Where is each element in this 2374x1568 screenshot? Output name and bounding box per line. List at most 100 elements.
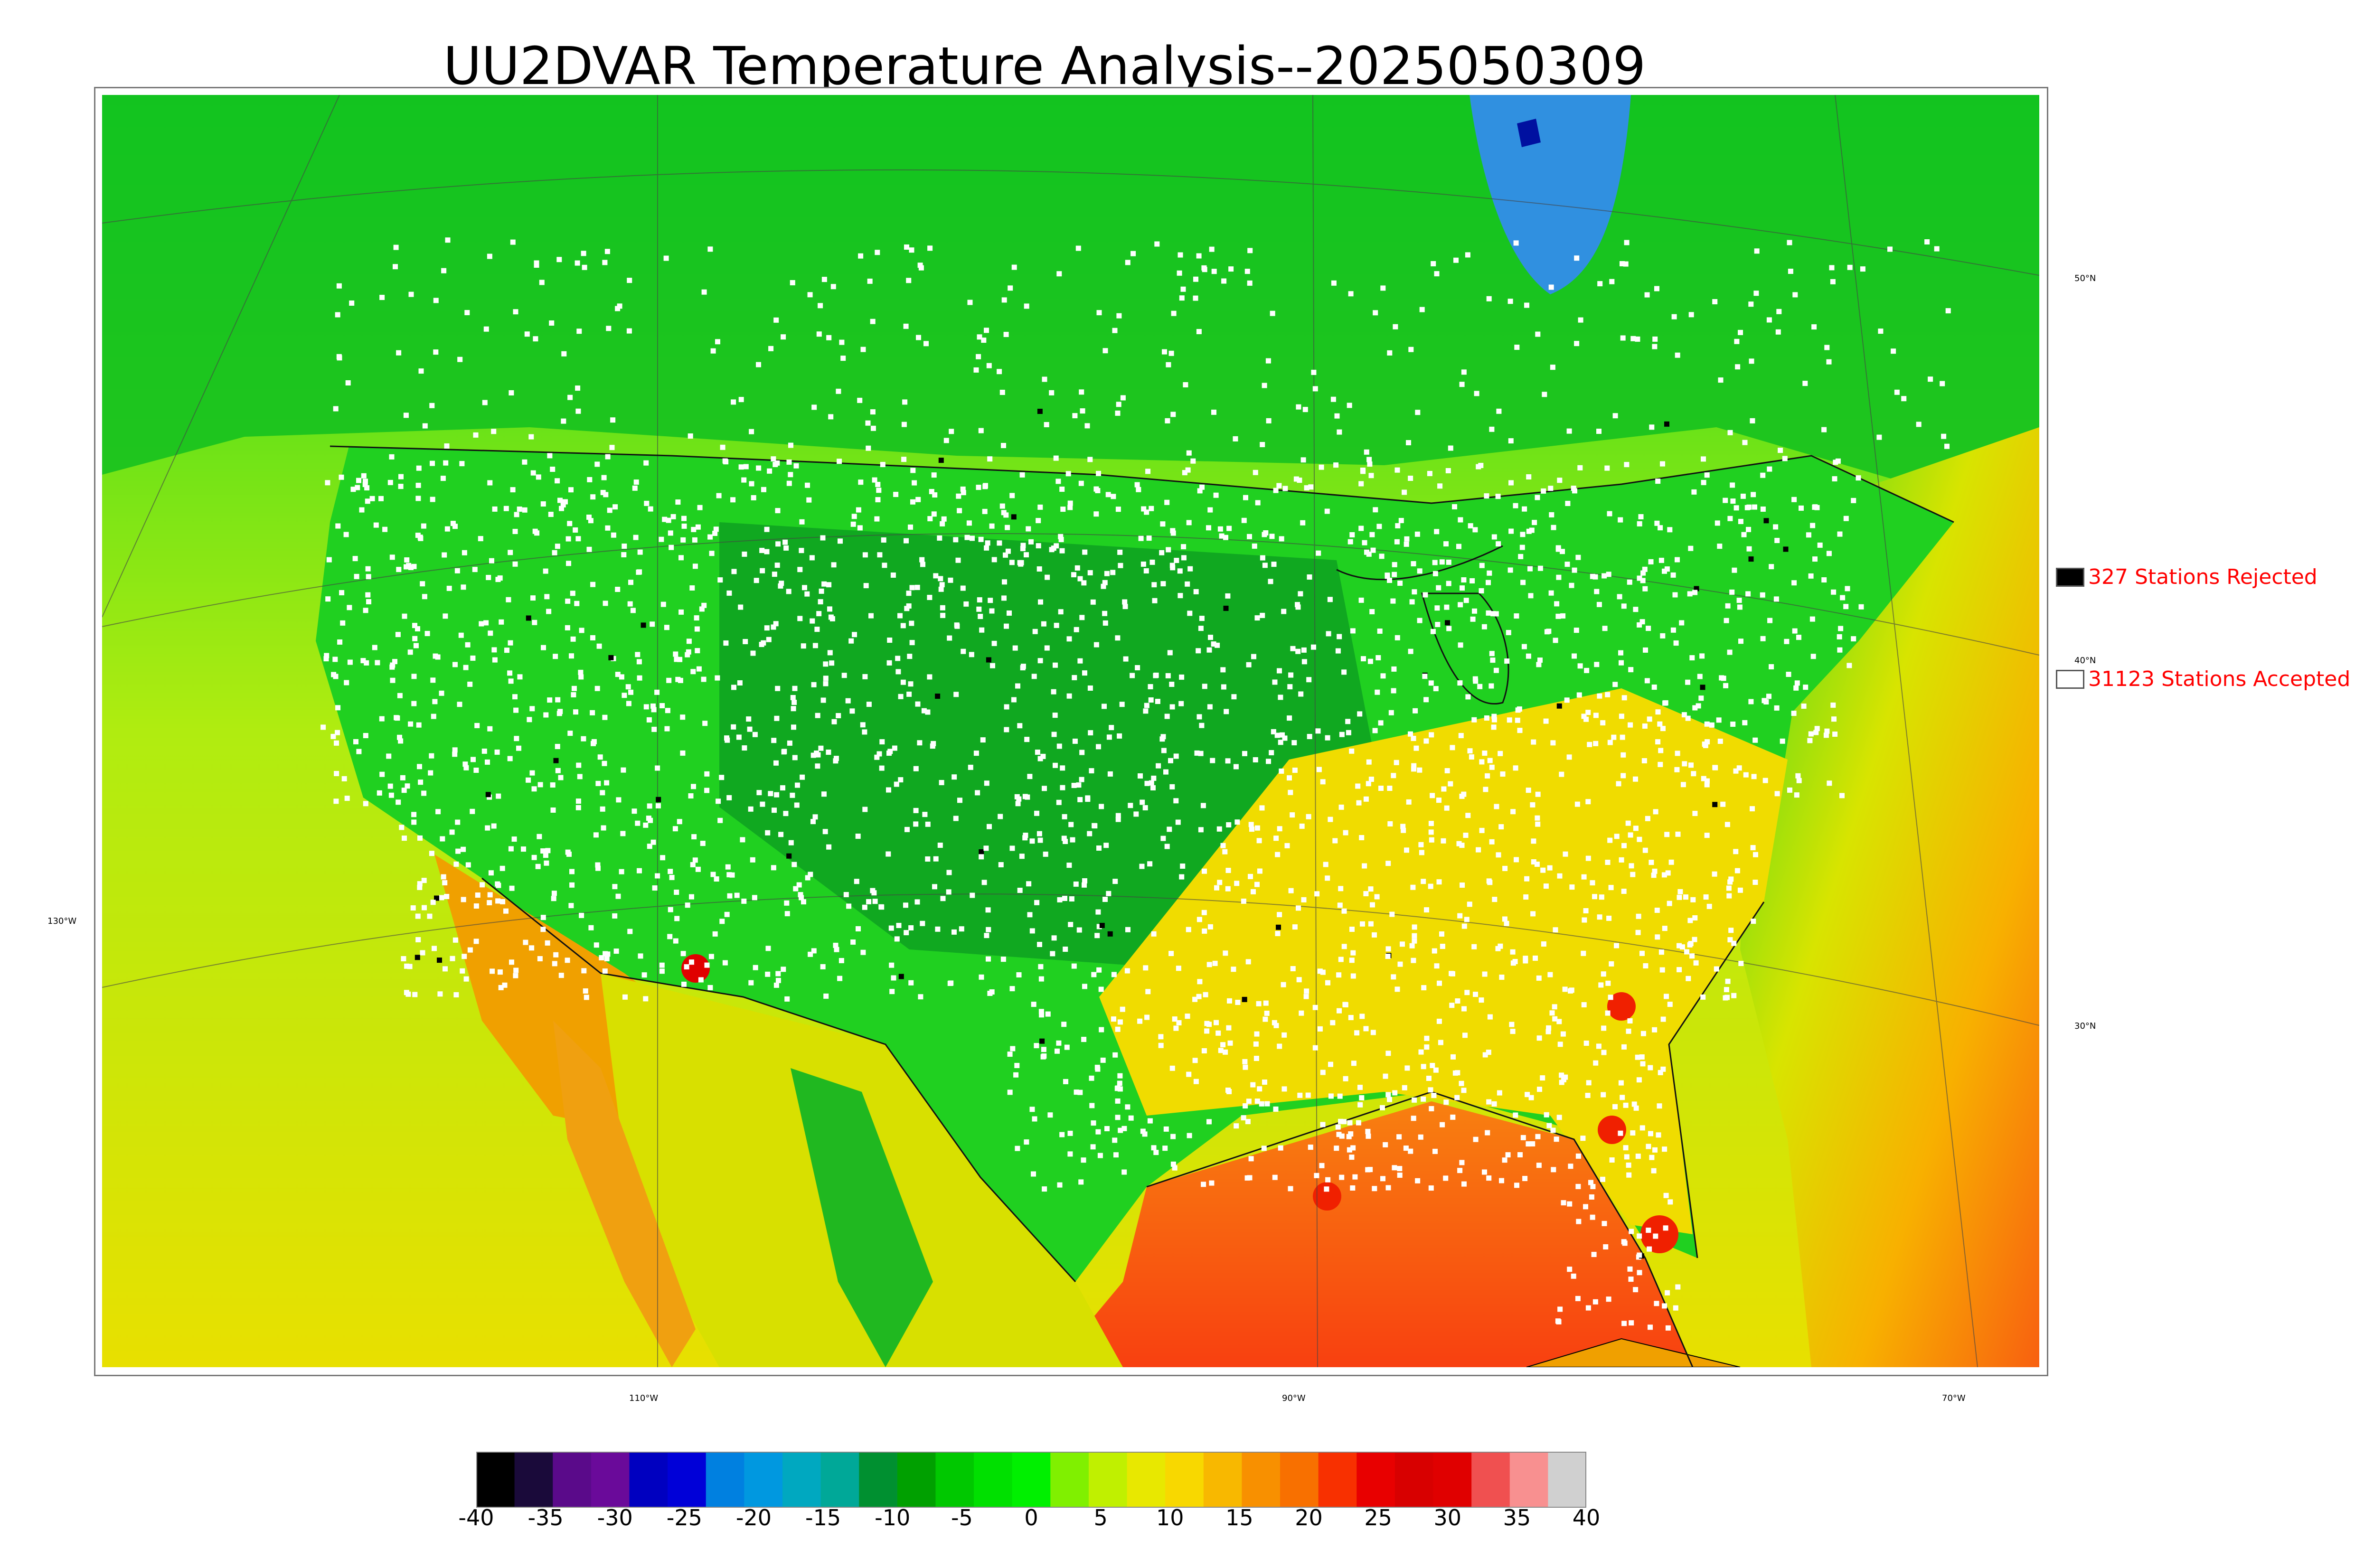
accepted-station [1206, 647, 1212, 653]
accepted-station [1627, 579, 1632, 585]
accepted-station [784, 900, 790, 906]
accepted-station [1429, 837, 1434, 843]
accepted-station [633, 535, 639, 540]
accepted-station [1404, 541, 1409, 547]
accepted-station [541, 645, 546, 650]
accepted-station [635, 652, 641, 657]
accepted-station [1218, 1048, 1224, 1053]
accepted-station [1196, 917, 1202, 922]
accepted-station [1621, 889, 1627, 894]
accepted-station [1450, 971, 1455, 976]
accepted-station [1328, 1093, 1334, 1099]
accepted-station [496, 793, 501, 799]
colorbar-segment [553, 1452, 592, 1508]
accepted-station [759, 642, 764, 647]
accepted-station [929, 489, 934, 494]
accepted-station [1096, 845, 1102, 851]
accepted-station [931, 511, 937, 517]
accepted-station [753, 965, 758, 970]
accepted-station [807, 292, 813, 298]
accepted-station [411, 812, 417, 817]
accepted-station [784, 996, 790, 1002]
accepted-station [485, 759, 490, 765]
accepted-station [1778, 448, 1783, 453]
accepted-station [1259, 805, 1265, 811]
accepted-station [1037, 837, 1043, 843]
accepted-station [1746, 526, 1751, 532]
accepted-station [1637, 575, 1642, 581]
accepted-station [576, 762, 582, 768]
accepted-station [851, 514, 857, 519]
accepted-station [1341, 669, 1347, 675]
accepted-station [1624, 240, 1630, 245]
accepted-station [336, 354, 342, 359]
accepted-station [1633, 776, 1638, 782]
accepted-station [1319, 1163, 1325, 1168]
hotspot [1607, 992, 1636, 1021]
accepted-station [1100, 1057, 1106, 1063]
accepted-station [1618, 1080, 1624, 1086]
accepted-station [659, 962, 665, 968]
accepted-station [1469, 754, 1474, 760]
accepted-station [1374, 894, 1380, 900]
accepted-station [1569, 884, 1575, 890]
accepted-station [1058, 534, 1064, 539]
accepted-station [1305, 1092, 1311, 1098]
accepted-station [372, 645, 377, 650]
accepted-station [793, 463, 799, 469]
accepted-station [1320, 1070, 1326, 1075]
accepted-station [1716, 717, 1722, 723]
accepted-station [1655, 739, 1661, 745]
accepted-station [1177, 568, 1183, 574]
accepted-station [535, 864, 541, 869]
accepted-station [1042, 376, 1047, 382]
accepted-station [1556, 1319, 1562, 1324]
accepted-station [707, 534, 713, 540]
accepted-station [1760, 592, 1765, 598]
accepted-station [1181, 544, 1187, 550]
accepted-station [1628, 1277, 1634, 1282]
accepted-station [1607, 511, 1612, 516]
accepted-station [746, 716, 752, 722]
accepted-station [596, 643, 602, 649]
accepted-station [1085, 795, 1091, 801]
accepted-station [403, 413, 409, 418]
accepted-station [1557, 1306, 1563, 1312]
accepted-station [1020, 546, 1026, 552]
accepted-station [1496, 852, 1501, 858]
accepted-station [453, 861, 459, 867]
accepted-station [509, 959, 514, 965]
accepted-station [691, 834, 697, 840]
accepted-station [1103, 843, 1109, 848]
accepted-station [736, 734, 742, 740]
accepted-station [821, 277, 827, 282]
accepted-station [1354, 1030, 1360, 1036]
accepted-station [1519, 545, 1525, 550]
accepted-station [1809, 616, 1815, 622]
accepted-station [475, 892, 480, 898]
accepted-station [1164, 499, 1170, 505]
accepted-station [1275, 931, 1281, 936]
accepted-station [347, 605, 352, 610]
accepted-station [1572, 488, 1577, 494]
accepted-station [772, 807, 777, 813]
accepted-station [819, 588, 824, 594]
accepted-station [896, 923, 902, 928]
accepted-station [951, 929, 957, 935]
accepted-station [799, 519, 805, 525]
accepted-station [1642, 566, 1648, 572]
accepted-station [1639, 1054, 1645, 1060]
accepted-station [523, 939, 528, 945]
accepted-station [1009, 493, 1015, 498]
accepted-station [1535, 821, 1541, 827]
accepted-station [1667, 527, 1673, 533]
accepted-station [839, 339, 845, 345]
accepted-station [628, 580, 633, 585]
accepted-station [1735, 364, 1741, 370]
accepted-station [1170, 412, 1176, 417]
accepted-station [1014, 794, 1020, 799]
accepted-station [407, 964, 413, 969]
accepted-station [872, 899, 878, 904]
accepted-station [1752, 737, 1758, 743]
accepted-station [1721, 676, 1726, 681]
